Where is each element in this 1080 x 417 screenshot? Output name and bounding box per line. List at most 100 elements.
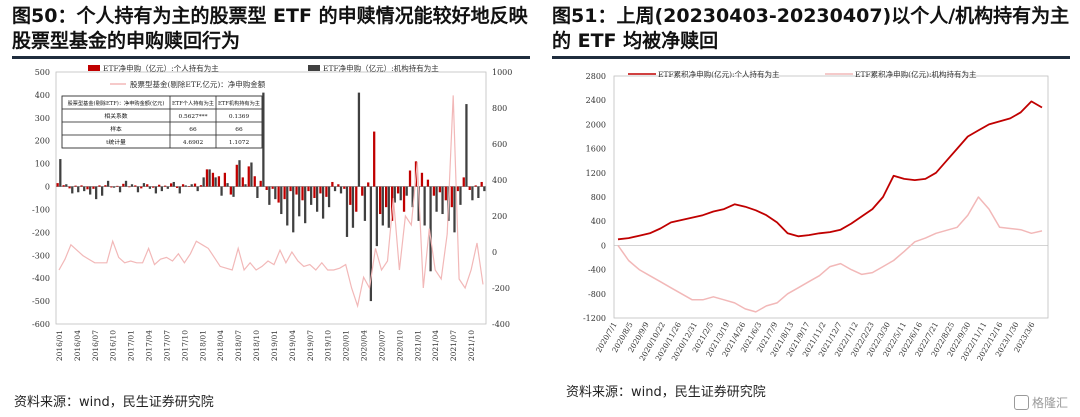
- bar-retail: [235, 164, 238, 187]
- bar-retail: [337, 184, 340, 187]
- bar-retail: [432, 186, 436, 196]
- bar-retail: [211, 172, 215, 187]
- x-tick-label: 2020/10: [395, 330, 404, 361]
- bar-retail: [169, 183, 173, 187]
- bar-institution: [166, 186, 169, 189]
- bar-retail: [116, 185, 119, 187]
- bar-institution: [453, 186, 456, 233]
- y-tick-label-right: 200: [492, 212, 507, 221]
- y-tick-label: 1200: [586, 169, 606, 178]
- x-tick-label: 2016/07: [91, 330, 100, 361]
- stats-table: 股票型基金(剔除ETF)：净申购金额(亿元) ETF个人持有为主 ETF机构持有为主…: [61, 95, 263, 149]
- legend-label-institution: ETF净申购（亿元）:机构持有为主: [323, 63, 439, 73]
- legend-swatch-retail: [88, 65, 100, 71]
- bar-institution: [142, 183, 146, 187]
- bar-retail: [158, 184, 161, 187]
- bar-institution: [262, 92, 265, 187]
- bar-institution: [154, 186, 158, 194]
- bar-institution: [95, 186, 98, 200]
- x-tick-label: 2016/04: [73, 330, 82, 361]
- bar-retail: [289, 186, 292, 192]
- bar-institution: [441, 186, 444, 215]
- bar-retail: [241, 177, 244, 187]
- y-tick-label: 1600: [586, 145, 606, 154]
- x-tick-label: 2019/04: [288, 330, 297, 361]
- table-cell-text: 66: [189, 127, 197, 133]
- table-cell-text: 样本: [110, 125, 122, 133]
- x-tick-label: 2021/04: [431, 330, 440, 361]
- bar-retail: [140, 186, 143, 189]
- bar-retail: [384, 186, 388, 208]
- bar-institution: [160, 186, 163, 192]
- bar-institution: [345, 186, 349, 237]
- bar-retail: [480, 181, 483, 187]
- bar-retail: [247, 166, 250, 187]
- legend-label-institution: ETF累积净申购(亿元):机构持有为主: [855, 69, 977, 79]
- bar-retail: [164, 185, 167, 187]
- bar-retail: [134, 185, 137, 187]
- table-cell-text: 66: [235, 127, 243, 133]
- y-tick-label-right: -400: [492, 320, 510, 329]
- y-tick-label: 2400: [586, 96, 606, 105]
- bar-institution: [71, 186, 74, 194]
- y-tick-label-left: -500: [32, 297, 50, 306]
- bar-institution: [393, 186, 396, 203]
- table-cell: [215, 134, 263, 149]
- y-tick-label-right: -200: [492, 284, 510, 293]
- bar-institution: [280, 186, 283, 215]
- bar-institution: [100, 186, 104, 196]
- line-stock-fund: [58, 95, 484, 309]
- bar-institution: [333, 186, 337, 192]
- bar-retail: [205, 169, 209, 187]
- legend-label-retail: ETF累积净申购(亿元):个人持有为主: [658, 69, 780, 79]
- legend-label-line: 股票型基金(剔除ETF,亿元)：净申购金额: [130, 79, 266, 89]
- bar-institution: [321, 186, 325, 219]
- x-tick-label: 2021/01: [413, 330, 422, 361]
- x-tick-label: 2019/01: [270, 330, 279, 361]
- bar-retail: [62, 185, 65, 187]
- bar-institution: [351, 186, 355, 228]
- y-tick-label-right: 600: [492, 140, 507, 149]
- x-tick-label: 2016/10: [109, 330, 118, 361]
- bar-institution: [250, 162, 253, 187]
- bar-institution: [190, 184, 193, 187]
- bar-retail: [86, 186, 89, 190]
- bar-institution: [256, 186, 259, 198]
- bar-institution: [148, 186, 152, 189]
- bar-institution: [423, 186, 426, 226]
- x-tick-label: 2020/04: [360, 330, 369, 361]
- line-retail: [617, 100, 1043, 241]
- y-tick-label: -400: [588, 266, 606, 275]
- bar-retail: [307, 186, 310, 192]
- bar-retail: [295, 186, 298, 195]
- bar-institution: [65, 184, 68, 187]
- table-cell-text: t统计量: [106, 138, 126, 146]
- bar-retail: [277, 186, 280, 203]
- table-cell-text: 0.5627***: [179, 114, 208, 120]
- bar-institution: [214, 177, 217, 187]
- y-tick-label-right: 400: [492, 176, 507, 185]
- bar-retail: [146, 184, 149, 187]
- bar-retail: [367, 182, 370, 187]
- bar-retail: [331, 181, 334, 187]
- y-tick-label-left: 100: [35, 160, 50, 169]
- left-chart-title: 图50：个人持有为主的股票型 ETF 的申赎情况能较好地反映股票型基金的申购赎回…: [12, 5, 528, 52]
- bar-institution: [304, 186, 307, 224]
- x-tick-label: 2017/07: [162, 330, 171, 361]
- bar-retail: [450, 186, 453, 208]
- bar-institution: [244, 184, 247, 187]
- bar-retail: [373, 131, 376, 187]
- y-tick-label-left: 500: [35, 68, 50, 77]
- left-source: 资料来源：wind，民生证券研究院: [14, 395, 214, 410]
- x-tick-label: 2021/10: [467, 330, 476, 361]
- bar-institution: [381, 186, 384, 226]
- x-tick-label: 2019/07: [306, 330, 315, 361]
- bar-institution: [118, 186, 122, 193]
- bar-retail: [152, 186, 155, 188]
- x-tick-label: 2016/01: [55, 330, 64, 361]
- bar-institution: [363, 186, 367, 221]
- legend-label-retail: ETF净申购（亿元）:个人持有为主: [103, 63, 219, 73]
- bar-institution: [465, 104, 468, 187]
- bar-retail: [181, 184, 185, 187]
- bar-institution: [327, 186, 331, 208]
